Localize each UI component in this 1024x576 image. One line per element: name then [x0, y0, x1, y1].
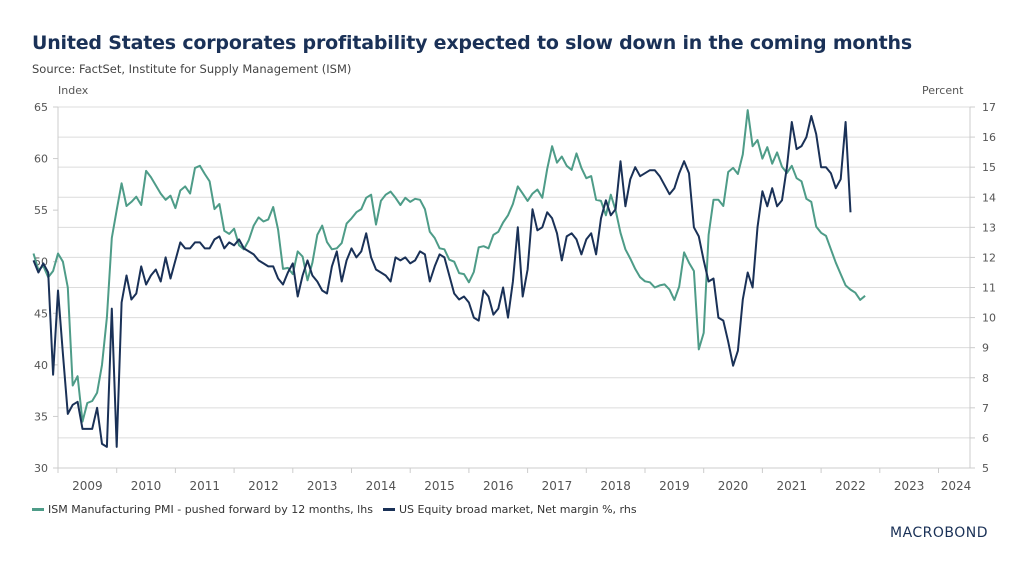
x-tick-label: 2022 — [835, 479, 866, 493]
series-line-net-margin — [32, 115, 852, 448]
chart-subtitle: Source: FactSet, Institute for Supply Ma… — [32, 62, 352, 76]
legend-swatch-net-margin — [382, 508, 395, 511]
right-tick-label: 8 — [982, 372, 989, 385]
x-tick-label: 2015 — [424, 479, 455, 493]
right-tick-label: 13 — [982, 221, 996, 234]
x-tick-label: 2020 — [718, 479, 749, 493]
gridlines — [57, 106, 971, 469]
left-tick-label: 30 — [34, 462, 48, 475]
right-tick-label: 5 — [982, 462, 989, 475]
right-tick-label: 16 — [982, 131, 996, 144]
legend-label-pmi: ISM Manufacturing PMI - pushed forward b… — [48, 503, 373, 516]
legend-item-pmi: ISM Manufacturing PMI - pushed forward b… — [32, 503, 373, 516]
x-tick-label: 2018 — [600, 479, 631, 493]
right-tick-label: 12 — [982, 251, 996, 264]
x-tick-label: 2023 — [894, 479, 925, 493]
x-tick-label: 2013 — [307, 479, 338, 493]
x-tick-label: 2011 — [189, 479, 220, 493]
series-lines — [32, 109, 866, 448]
x-axis-ticks: 2009 2010 2011 2012 2013 2014 2015 2016 2017 2018… — [57, 468, 972, 493]
right-tick-label: 10 — [982, 312, 996, 325]
left-tick-label: 35 — [34, 410, 48, 423]
left-tick-label: 60 — [34, 153, 48, 166]
x-tick-label: 2016 — [483, 479, 514, 493]
x-tick-label: 2024 — [941, 479, 972, 493]
x-tick-label: 2014 — [366, 479, 397, 493]
series-line-ism-pmi — [32, 109, 866, 423]
right-tick-label: 7 — [982, 402, 989, 415]
x-tick-label: 2019 — [659, 479, 690, 493]
right-tick-label: 11 — [982, 282, 996, 295]
x-tick-label: 2009 — [72, 479, 103, 493]
right-axis-ticks: 5 6 7 8 9 10 11 12 13 14 15 16 17 — [970, 101, 996, 475]
legend: ISM Manufacturing PMI - pushed forward b… — [32, 503, 637, 516]
legend-swatch-pmi — [32, 508, 44, 511]
x-tick-label: 2021 — [776, 479, 807, 493]
left-tick-label: 55 — [34, 204, 48, 217]
right-tick-label: 15 — [982, 161, 996, 174]
chart-title: United States corporates profitability e… — [32, 32, 912, 54]
right-tick-label: 6 — [982, 432, 989, 445]
right-tick-label: 17 — [982, 101, 996, 114]
x-tick-label: 2017 — [542, 479, 573, 493]
x-tick-label: 2010 — [131, 479, 162, 493]
legend-label-net-margin: US Equity broad market, Net margin %, rh… — [398, 503, 637, 516]
macrobond-logo: MACROBOND — [890, 525, 989, 541]
right-axis-label: Percent — [922, 84, 964, 97]
right-tick-label: 14 — [982, 191, 996, 204]
legend-item-net-margin: US Equity broad market, Net margin %, rh… — [382, 503, 637, 516]
x-tick-label: 2012 — [248, 479, 279, 493]
left-axis-label: Index — [58, 84, 89, 97]
left-tick-label: 40 — [34, 359, 48, 372]
right-tick-label: 9 — [982, 342, 989, 355]
left-tick-label: 65 — [34, 101, 48, 114]
left-tick-label: 45 — [34, 307, 48, 320]
